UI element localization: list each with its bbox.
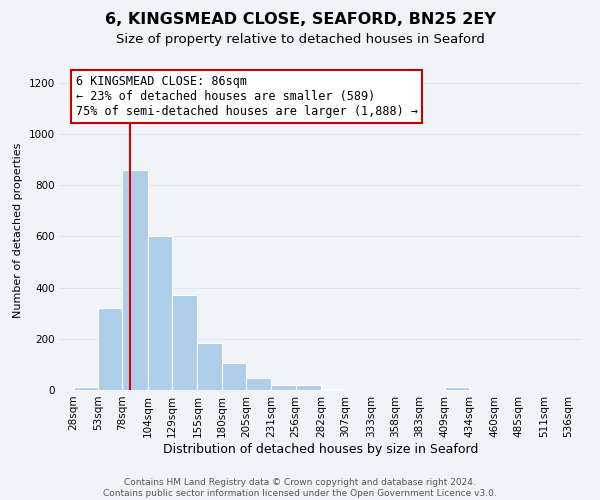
Bar [296, 385, 321, 390]
Text: 6, KINGSMEAD CLOSE, SEAFORD, BN25 2EY: 6, KINGSMEAD CLOSE, SEAFORD, BN25 2EY [104, 12, 496, 28]
Bar [271, 385, 296, 390]
Text: 6 KINGSMEAD CLOSE: 86sqm
← 23% of detached houses are smaller (589)
75% of semi-: 6 KINGSMEAD CLOSE: 86sqm ← 23% of detach… [76, 75, 418, 118]
Bar [148, 236, 172, 390]
Bar [122, 170, 148, 390]
Bar [321, 388, 346, 390]
Bar [98, 308, 122, 390]
Bar [246, 378, 271, 390]
Bar [172, 296, 197, 390]
Text: Contains HM Land Registry data © Crown copyright and database right 2024.
Contai: Contains HM Land Registry data © Crown c… [103, 478, 497, 498]
Y-axis label: Number of detached properties: Number of detached properties [13, 142, 23, 318]
Bar [74, 388, 98, 390]
Bar [197, 342, 221, 390]
Bar [445, 388, 469, 390]
Bar [221, 363, 246, 390]
Text: Size of property relative to detached houses in Seaford: Size of property relative to detached ho… [116, 32, 484, 46]
X-axis label: Distribution of detached houses by size in Seaford: Distribution of detached houses by size … [163, 442, 479, 456]
